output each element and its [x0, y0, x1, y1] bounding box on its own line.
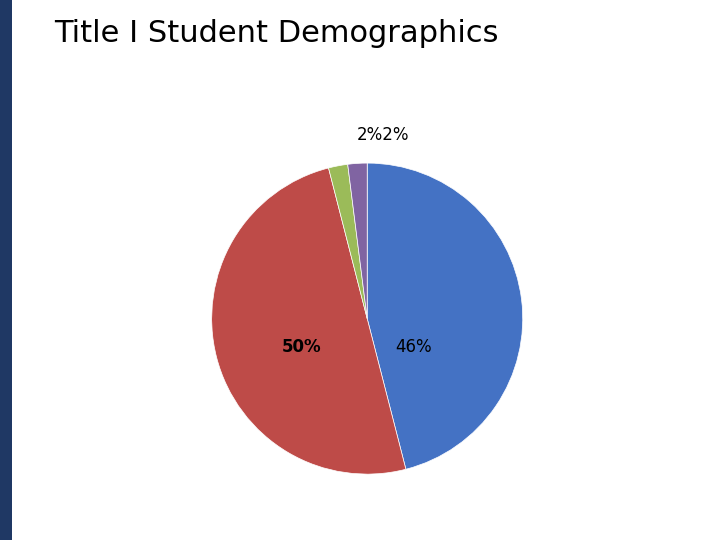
Text: Title I Student Demographics: Title I Student Demographics [54, 19, 498, 48]
Text: 2%2%: 2%2% [356, 126, 409, 144]
Text: 46%: 46% [395, 338, 432, 356]
Wedge shape [348, 163, 367, 319]
Wedge shape [328, 164, 367, 319]
Wedge shape [367, 163, 523, 469]
Text: 50%: 50% [282, 338, 322, 356]
Wedge shape [212, 168, 406, 474]
